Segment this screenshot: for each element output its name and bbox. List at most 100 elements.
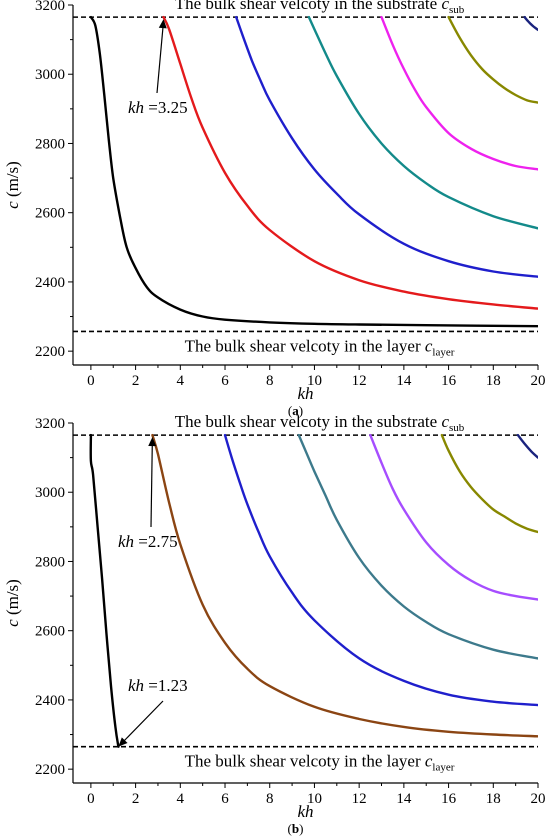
x-tick-label: 8 [266, 373, 274, 389]
x-tick-label: 16 [441, 791, 457, 807]
y-tick-label: 2600 [35, 624, 65, 640]
annotation-arrow-line [156, 21, 165, 94]
annotation-symbol: kh [128, 676, 144, 695]
reference-label-text: The bulk shear velcoty in the substrate [175, 412, 442, 431]
y-tick-label: 2400 [35, 693, 65, 709]
caption-close: ) [299, 403, 303, 418]
y-axis-title: c (m/s) [3, 161, 22, 209]
y-tick-label: 2200 [35, 762, 65, 778]
x-tick-label: 12 [352, 373, 367, 389]
reference-line-label: The bulk shear velcoty in the substrate … [175, 412, 465, 434]
x-tick-label: 10 [307, 791, 322, 807]
series-line-2 [162, 15, 538, 310]
panel-caption: (b) [288, 821, 304, 836]
annotation-arrow-head [118, 737, 128, 747]
annotation-label: kh =3.25 [128, 98, 188, 117]
reference-line-label: The bulk shear velcoty in the layer clay… [185, 336, 455, 358]
reference-label-text: The bulk shear velcoty in the layer [185, 336, 425, 355]
x-axis-title: kh [297, 802, 313, 821]
y-axis-title-symbol: c [3, 619, 22, 627]
y-tick-label: 2800 [35, 554, 65, 570]
panel-caption: (a) [288, 403, 303, 418]
x-tick-label: 8 [266, 791, 274, 807]
panel-a: 0 2 4 6 8 10 12 14 16 18 20 2200 2400 2600 2800 3000 320… [3, 0, 546, 418]
reference-label-text: The bulk shear velcoty in the substrate [175, 0, 442, 13]
reference-line-label: The bulk shear velcoty in the layer clay… [185, 752, 455, 774]
series-line-6 [440, 433, 538, 534]
reference-label-text: The bulk shear velcoty in the layer [185, 752, 425, 771]
series-line-4 [297, 433, 538, 660]
x-tick-label: 4 [177, 791, 185, 807]
annotation-symbol: kh [128, 98, 144, 117]
reference-label-symbol: c [425, 336, 433, 355]
caption-letter: a [292, 403, 299, 418]
y-tick-label: 3200 [35, 416, 65, 432]
reference-label-symbol: c [441, 412, 449, 431]
series-line-5 [369, 433, 538, 601]
y-tick-label: 3000 [35, 485, 65, 501]
reference-label-symbol: c [441, 0, 449, 13]
caption-close: ) [299, 821, 303, 836]
series-group [89, 433, 538, 748]
reference-label-subscript: layer [432, 762, 454, 774]
x-tick-label: 0 [87, 373, 95, 389]
reference-line-label: The bulk shear velcoty in the substrate … [175, 0, 465, 16]
x-tick-label: 4 [177, 373, 185, 389]
y-tick-label: 2600 [35, 206, 65, 222]
y-tick-label: 3200 [35, 0, 65, 14]
reference-label-subscript: layer [432, 346, 454, 358]
x-tick-label: 2 [132, 373, 140, 389]
annotation-arrow-head [148, 437, 157, 447]
annotation-arrow-line [150, 439, 153, 528]
annotation-value: =1.23 [144, 676, 188, 695]
annotation-symbol: kh [118, 532, 134, 551]
y-axis-title-unit: (m/s) [3, 579, 22, 619]
series-group [89, 15, 538, 328]
annotation-label: kh =1.23 [128, 676, 188, 695]
caption-letter: b [292, 821, 299, 836]
series-line-4 [307, 15, 538, 230]
series-line-7 [523, 15, 538, 32]
y-tick-label: 2400 [35, 275, 65, 291]
x-tick-label: 16 [441, 373, 457, 389]
x-tick-label: 6 [221, 373, 229, 389]
x-tick-label: 6 [221, 791, 229, 807]
y-axis-title-unit: (m/s) [3, 161, 22, 201]
reference-label-subscript: sub [449, 422, 465, 434]
x-tick-label: 20 [531, 791, 546, 807]
x-tick-label: 12 [352, 791, 367, 807]
y-tick-label: 2200 [35, 344, 65, 360]
caption-open: ( [288, 403, 292, 418]
y-tick-label: 3000 [35, 67, 65, 83]
series-line-2 [151, 433, 538, 738]
y-tick-label: 2800 [35, 136, 65, 152]
annotation-arrow-head [158, 19, 167, 29]
y-axis-title-symbol: c [3, 201, 22, 209]
caption-open: ( [288, 821, 292, 836]
x-tick-label: 14 [396, 373, 412, 389]
series-line-5 [380, 15, 538, 171]
y-axis-title: c (m/s) [3, 579, 22, 627]
annotation-arrow-line [117, 700, 164, 748]
x-tick-label: 18 [486, 373, 501, 389]
x-tick-label: 18 [486, 791, 501, 807]
reference-label-symbol: c [425, 752, 433, 771]
series-line-7 [516, 433, 538, 459]
x-tick-label: 10 [307, 373, 322, 389]
series-line-3 [223, 433, 538, 707]
x-tick-label: 0 [87, 791, 95, 807]
series-line-1 [89, 433, 120, 748]
annotation-value: =3.25 [144, 98, 188, 117]
x-tick-label: 20 [531, 373, 546, 389]
annotation-label: kh =2.75 [118, 532, 178, 551]
reference-label-subscript: sub [449, 4, 465, 16]
series-line-1 [89, 15, 538, 328]
series-line-6 [447, 15, 538, 104]
annotation-value: =2.75 [134, 532, 178, 551]
x-tick-label: 2 [132, 791, 140, 807]
series-line-3 [235, 15, 538, 278]
x-axis-title: kh [297, 384, 313, 403]
x-tick-label: 14 [396, 791, 412, 807]
